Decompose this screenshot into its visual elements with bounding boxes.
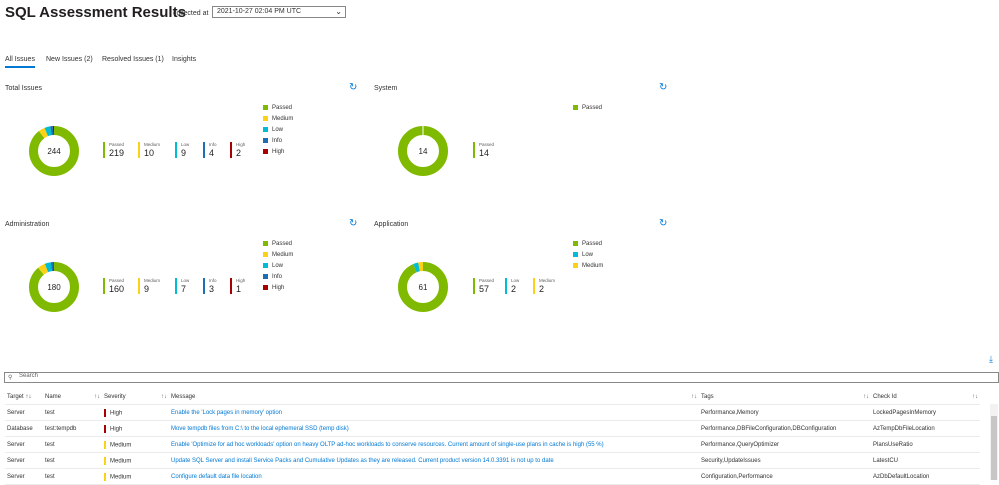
column-header-severity[interactable]: Severity ↑↓ (102, 390, 169, 405)
table-row[interactable]: Database test:tempdb High Move tempdb fi… (5, 420, 980, 437)
refresh-icon[interactable]: ↻ (659, 218, 668, 229)
legend-passed: Passed (263, 105, 292, 111)
tab-resolved-issues[interactable]: Resolved Issues (1) (102, 56, 164, 63)
scrollbar-thumb[interactable] (991, 416, 997, 480)
legend-passed: Passed (573, 241, 602, 247)
donut-center-administration: 180 (47, 283, 61, 292)
panel-title-administration: Administration (5, 221, 50, 228)
search-placeholder: Search (19, 373, 39, 379)
donut-center-total: 244 (47, 147, 61, 156)
table-row[interactable]: Server test Medium Enable 'Optimize for … (5, 436, 980, 453)
tab-all-issues[interactable]: All Issues (5, 56, 35, 68)
table-row[interactable]: Server test Medium Update SQL Server and… (5, 452, 980, 469)
chevron-down-icon: ⌄ (335, 7, 342, 16)
column-header-name[interactable]: Name ↑↓ (43, 390, 102, 405)
message-link[interactable]: Enable the 'Lock pages in memory' option (169, 404, 699, 421)
message-link[interactable]: Configure default data file location (169, 468, 699, 485)
sort-icon[interactable]: ↑↓ (863, 394, 869, 400)
legend-low: Low (263, 127, 283, 133)
search-icon: ⚲ (8, 375, 13, 381)
sort-icon[interactable]: ↑↓ (94, 394, 100, 400)
refresh-icon[interactable]: ↻ (349, 82, 358, 93)
refresh-icon[interactable]: ↻ (349, 218, 358, 229)
legend-high: High (263, 285, 284, 291)
column-header-check-id[interactable]: Check Id ↑↓ (871, 390, 980, 405)
panel-title-application: Application (374, 221, 409, 228)
collected-at-label: collected at (173, 10, 209, 17)
results-table: Target ↑↓ Name ↑↓ Severity ↑↓ Message ↑↓ Ta… (5, 390, 980, 485)
sort-icon[interactable]: ↑↓ (25, 394, 32, 400)
message-link[interactable]: Enable 'Optimize for ad hoc workloads' o… (169, 436, 699, 453)
collected-at-dropdown[interactable]: 2021-10-27 02:04 PM UTC ⌄ (212, 6, 346, 18)
refresh-icon[interactable]: ↻ (659, 82, 668, 93)
panel-title-system: System (374, 85, 398, 92)
legend-low: Low (263, 263, 283, 269)
severity-medium-marker (104, 440, 106, 449)
download-icon[interactable]: ⤓ (989, 354, 993, 364)
legend-low: Low (573, 252, 593, 258)
sort-icon[interactable]: ↑↓ (972, 394, 978, 400)
legend-info: Info (263, 138, 282, 144)
tab-insights[interactable]: Insights (172, 56, 197, 63)
donut-center-application: 61 (418, 283, 428, 292)
panel-title-total-issues: Total Issues (5, 85, 42, 92)
donut-chart-system (398, 126, 448, 176)
donut-center-system: 14 (418, 147, 428, 156)
sort-icon[interactable]: ↑↓ (691, 394, 697, 400)
table-row[interactable]: Server test High Enable the 'Lock pages … (5, 404, 980, 421)
legend-medium: Medium (263, 116, 293, 122)
legend-high: High (263, 149, 284, 155)
severity-medium-marker (104, 472, 106, 481)
column-header-tags[interactable]: Tags ↑↓ (699, 390, 871, 405)
legend-medium: Medium (263, 252, 293, 258)
sort-icon[interactable]: ↑↓ (161, 394, 167, 400)
message-link[interactable]: Move tempdb files from C:\ to the local … (169, 420, 699, 437)
search-input[interactable]: ⚲ Search (4, 372, 999, 383)
legend-passed: Passed (263, 241, 292, 247)
table-row[interactable]: Server test Medium Configure default dat… (5, 468, 980, 485)
legend-medium: Medium (573, 263, 603, 269)
table-header-row: Target ↑↓ Name ↑↓ Severity ↑↓ Message ↑↓ Ta… (5, 390, 980, 405)
donut-chart-application (398, 262, 448, 312)
severity-high-marker (104, 424, 106, 433)
page-title: SQL Assessment Results (5, 4, 186, 21)
legend-info: Info (263, 274, 282, 280)
donut-chart-total (29, 126, 79, 176)
collected-at-value: 2021-10-27 02:04 PM UTC (217, 8, 302, 15)
column-header-target[interactable]: Target ↑↓ (5, 390, 43, 405)
table-scrollbar[interactable] (990, 404, 998, 480)
severity-high-marker (104, 408, 106, 417)
column-header-message[interactable]: Message ↑↓ (169, 390, 699, 405)
donut-chart-administration (29, 262, 79, 312)
legend-passed: Passed (573, 105, 602, 111)
tab-new-issues[interactable]: New Issues (2) (46, 56, 93, 63)
message-link[interactable]: Update SQL Server and install Service Pa… (169, 452, 699, 469)
severity-medium-marker (104, 456, 106, 465)
